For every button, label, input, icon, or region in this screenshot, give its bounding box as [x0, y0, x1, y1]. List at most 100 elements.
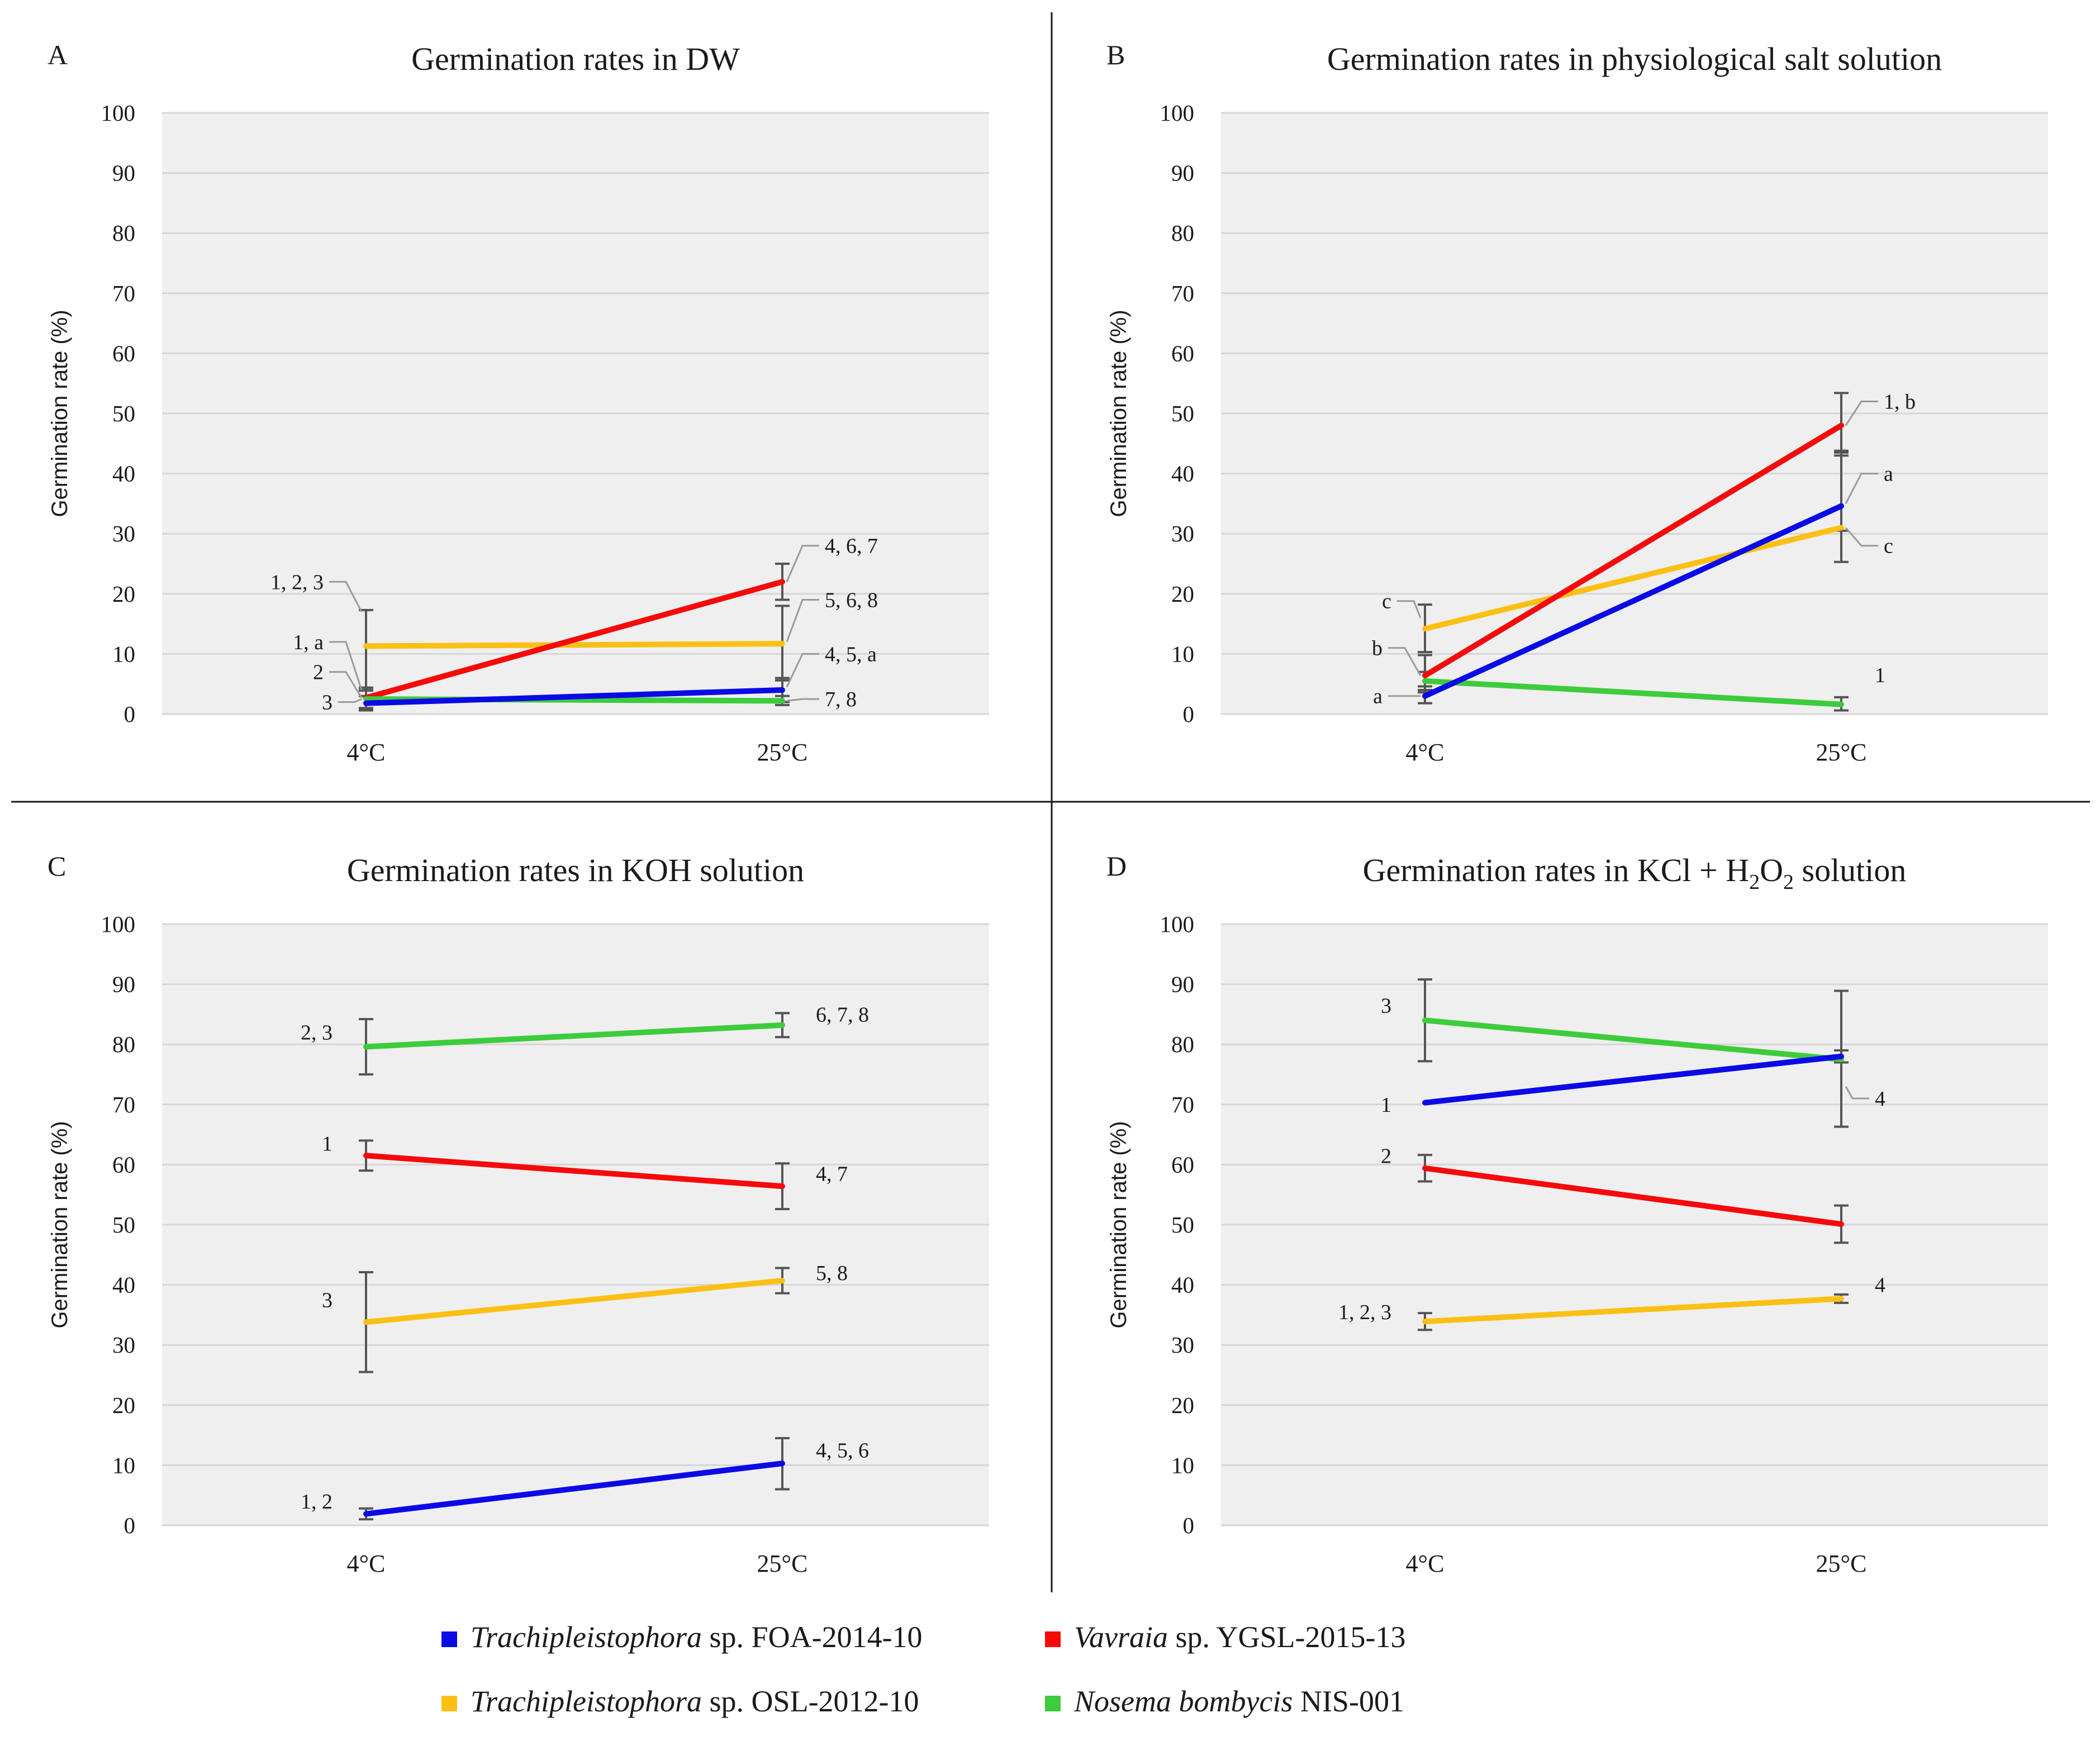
- significance-annotation: 1, a: [293, 631, 363, 691]
- y-tick-label: 30: [112, 521, 135, 546]
- svg-text:1: 1: [1381, 1093, 1391, 1117]
- y-tick-label: 0: [124, 1512, 136, 1538]
- significance-annotation: 1, b: [1845, 390, 1916, 426]
- series-line-vavraia-sp-ygsl-2015-13: [1422, 422, 1844, 679]
- x-category-label: 4°C: [1406, 739, 1445, 766]
- series-line-trachipleistophora-sp-foa-2014-10: [1422, 1053, 1844, 1106]
- legend-label: Trachipleistophora sp. OSL-2012-10: [471, 1685, 919, 1718]
- y-tick-label: 20: [112, 581, 135, 607]
- y-tick-label: 80: [112, 1031, 135, 1057]
- y-tick-label: 60: [112, 340, 135, 366]
- y-tick-label: 0: [1183, 1512, 1195, 1538]
- x-category-label: 25°C: [757, 739, 808, 766]
- y-tick-label: 50: [1171, 401, 1194, 426]
- y-tick-label: 50: [112, 1212, 135, 1238]
- legend-label: Trachipleistophora sp. FOA-2014-10: [471, 1620, 923, 1654]
- significance-annotation: 3: [322, 1289, 332, 1312]
- y-tick-label: 30: [1171, 521, 1194, 546]
- series-line-vavraia-sp-ygsl-2015-13: [363, 579, 785, 701]
- significance-annotation: 7, 8: [786, 688, 857, 711]
- significance-annotation: c: [1382, 590, 1422, 619]
- significance-annotation: 4: [1875, 1274, 1885, 1297]
- significance-annotation: 4, 6, 7: [786, 535, 878, 582]
- series-line-trachipleistophora-sp-osl-2012-10: [1422, 525, 1844, 632]
- svg-text:7, 8: 7, 8: [825, 688, 857, 711]
- y-tick-label: 40: [112, 461, 135, 487]
- series-line-nosema-bombycis-nis-001: [1422, 678, 1844, 707]
- y-tick-label: 0: [124, 701, 136, 727]
- svg-text:4, 5, a: 4, 5, a: [825, 643, 877, 666]
- y-tick-label: 40: [1171, 1272, 1194, 1298]
- panel-title: Germination rates in physiological salt …: [1327, 41, 1942, 77]
- svg-text:4, 5, 6: 4, 5, 6: [816, 1439, 869, 1463]
- y-tick-label: 90: [1171, 972, 1194, 997]
- y-tick-label: 40: [1171, 461, 1194, 487]
- y-tick-label: 10: [1171, 1452, 1194, 1478]
- significance-annotation: 4, 5, a: [786, 643, 877, 688]
- y-tick-label: 20: [1171, 581, 1194, 607]
- svg-text:2: 2: [313, 661, 324, 684]
- y-tick-label: 60: [112, 1152, 135, 1177]
- panel-letter: B: [1106, 39, 1125, 70]
- series-line-trachipleistophora-sp-osl-2012-10: [1422, 1296, 1844, 1325]
- y-tick-label: 90: [112, 972, 135, 997]
- y-tick-label: 90: [1171, 160, 1194, 186]
- y-tick-label: 70: [112, 1092, 135, 1117]
- y-tick-label: 10: [112, 641, 135, 667]
- y-axis-label: Germination rate (%): [47, 1121, 72, 1328]
- legend-item-trachipleistophora-sp-osl-2012-10: Trachipleistophora sp. OSL-2012-10: [441, 1685, 919, 1718]
- y-tick-label: 30: [112, 1332, 135, 1358]
- panel-d: 0 10 20 30 40 50 60 70 80 90 100 4°C 25°C Germination…: [1106, 850, 2048, 1577]
- y-tick-label: 20: [112, 1392, 135, 1418]
- significance-annotation: 1, 2, 3: [270, 570, 363, 612]
- legend-item-nosema-bombycis-nis-001: Nosema bombycis NIS-001: [1045, 1685, 1404, 1718]
- series-line-nosema-bombycis-nis-001: [363, 1022, 785, 1050]
- panel-title: Germination rates in KCl + H2O2 solution: [1363, 852, 1907, 894]
- svg-text:3: 3: [1381, 994, 1391, 1017]
- y-tick-label: 90: [112, 160, 135, 186]
- svg-text:1, b: 1, b: [1884, 390, 1916, 413]
- svg-text:4: 4: [1875, 1274, 1885, 1297]
- significance-annotation: 1, 2, 3: [1338, 1301, 1391, 1324]
- y-tick-label: 50: [112, 401, 135, 426]
- y-axis-label: Germination rate (%): [1106, 1121, 1131, 1328]
- significance-annotation: 1, 2: [301, 1490, 332, 1514]
- svg-text:4, 6, 7: 4, 6, 7: [825, 535, 878, 558]
- y-tick-label: 70: [1171, 1092, 1194, 1117]
- significance-annotation: b: [1372, 637, 1422, 676]
- significance-annotation: a: [1373, 685, 1420, 708]
- svg-text:5, 6, 8: 5, 6, 8: [825, 589, 878, 612]
- y-tick-label: 70: [1171, 280, 1194, 306]
- svg-text:c: c: [1884, 535, 1893, 558]
- y-tick-label: 0: [1183, 701, 1195, 727]
- svg-text:4: 4: [1875, 1087, 1885, 1111]
- y-tick-label: 10: [112, 1452, 135, 1478]
- svg-text:5, 8: 5, 8: [816, 1262, 848, 1285]
- significance-annotation: 4, 7: [816, 1163, 848, 1186]
- y-axis-label: Germination rate (%): [47, 310, 72, 517]
- legend-label: Nosema bombycis NIS-001: [1073, 1685, 1404, 1718]
- svg-text:4, 7: 4, 7: [816, 1163, 848, 1186]
- series-line-trachipleistophora-sp-foa-2014-10: [1422, 503, 1844, 699]
- legend: Trachipleistophora sp. FOA-2014-10 Vavrai…: [441, 1620, 1406, 1718]
- significance-annotation: 3: [322, 691, 362, 714]
- significance-annotation: 3: [1381, 994, 1391, 1017]
- svg-text:1: 1: [322, 1133, 332, 1156]
- svg-text:1, 2, 3: 1, 2, 3: [1338, 1301, 1391, 1324]
- legend-swatch: [441, 1631, 457, 1647]
- panel-letter: C: [47, 850, 66, 882]
- significance-annotation: 6, 7, 8: [816, 1003, 869, 1026]
- legend-item-vavraia-sp-ygsl-2015-13: Vavraia sp. YGSL-2015-13: [1045, 1620, 1406, 1654]
- y-tick-label: 10: [1171, 641, 1194, 667]
- panel-letter: D: [1106, 850, 1127, 882]
- series-line-trachipleistophora-sp-foa-2014-10: [363, 687, 785, 706]
- svg-text:3: 3: [322, 1289, 332, 1312]
- significance-annotation: 2, 3: [301, 1021, 332, 1045]
- y-tick-label: 20: [1171, 1392, 1194, 1418]
- panel-a: 0 10 20 30 40 50 60 70 80 90 100 4°C 25°C Germination…: [47, 39, 989, 766]
- panel-c: 0 10 20 30 40 50 60 70 80 90 100 4°C 25°C Germination…: [47, 850, 989, 1577]
- significance-annotation: 2: [313, 661, 363, 698]
- svg-text:c: c: [1382, 590, 1391, 613]
- svg-text:2: 2: [1381, 1144, 1391, 1168]
